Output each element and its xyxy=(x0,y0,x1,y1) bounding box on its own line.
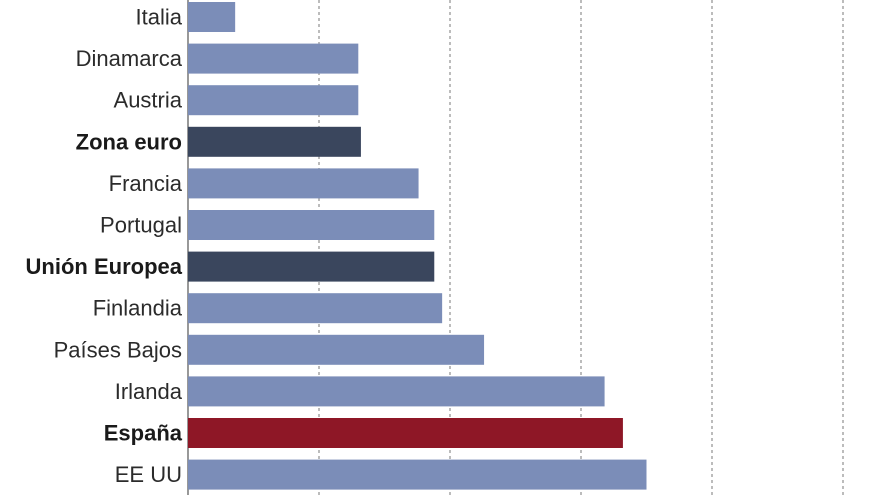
category-label: Austria xyxy=(114,88,183,113)
bar xyxy=(188,210,435,240)
bar xyxy=(188,334,485,365)
category-label: Finlandia xyxy=(93,296,183,321)
bar xyxy=(188,293,443,324)
category-label: Portugal xyxy=(100,213,182,238)
bar xyxy=(188,2,236,32)
bar xyxy=(188,251,435,282)
category-label: Italia xyxy=(136,5,183,30)
bar xyxy=(188,459,647,490)
bar xyxy=(188,43,359,74)
category-label: Francia xyxy=(109,171,183,196)
category-label: Irlanda xyxy=(115,379,183,404)
bar xyxy=(188,376,605,407)
category-label: EE UU xyxy=(115,462,182,487)
category-label: Zona euro xyxy=(76,129,182,154)
bar xyxy=(188,168,419,199)
bar xyxy=(188,126,361,157)
bar xyxy=(188,418,623,448)
category-label: Unión Europea xyxy=(26,254,183,279)
category-label: Países Bajos xyxy=(54,337,182,362)
category-label: Dinamarca xyxy=(76,46,183,71)
category-label: España xyxy=(104,421,183,446)
bar xyxy=(188,85,359,116)
